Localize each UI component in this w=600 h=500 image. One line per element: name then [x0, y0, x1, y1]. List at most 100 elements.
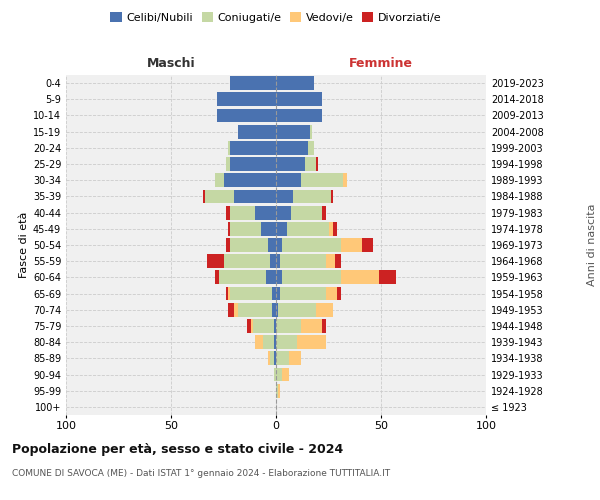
Bar [322, 319, 326, 333]
Bar [276, 286, 280, 300]
Bar [228, 303, 234, 316]
Bar [268, 352, 270, 365]
Bar [247, 319, 251, 333]
Bar [272, 303, 276, 316]
Bar [276, 125, 310, 138]
Bar [329, 222, 332, 235]
Bar [301, 174, 343, 187]
Bar [289, 352, 301, 365]
Bar [305, 157, 316, 171]
Bar [276, 270, 283, 284]
Bar [226, 238, 230, 252]
Text: Anni di nascita: Anni di nascita [587, 204, 597, 286]
Text: COMUNE DI SAVOCA (ME) - Dati ISTAT 1° gennaio 2024 - Elaborazione TUTTITALIA.IT: COMUNE DI SAVOCA (ME) - Dati ISTAT 1° ge… [12, 468, 390, 477]
Bar [226, 157, 230, 171]
Bar [322, 206, 326, 220]
Bar [308, 141, 314, 154]
Bar [332, 222, 337, 235]
Bar [223, 254, 270, 268]
Bar [276, 384, 278, 398]
Bar [280, 254, 326, 268]
Bar [293, 190, 331, 203]
Bar [276, 254, 280, 268]
Bar [283, 368, 289, 382]
Bar [335, 254, 341, 268]
Bar [230, 222, 262, 235]
Text: Femmine: Femmine [349, 57, 413, 70]
Bar [223, 174, 276, 187]
Bar [276, 76, 314, 90]
Bar [230, 157, 276, 171]
Bar [316, 303, 332, 316]
Bar [276, 336, 297, 349]
Bar [220, 270, 265, 284]
Bar [278, 303, 316, 316]
Bar [253, 319, 274, 333]
Bar [206, 254, 223, 268]
Bar [270, 352, 274, 365]
Bar [316, 157, 318, 171]
Bar [228, 286, 230, 300]
Bar [263, 336, 274, 349]
Bar [276, 303, 278, 316]
Bar [268, 238, 276, 252]
Bar [255, 206, 276, 220]
Bar [217, 92, 276, 106]
Bar [255, 336, 263, 349]
Text: Popolazione per età, sesso e stato civile - 2024: Popolazione per età, sesso e stato civil… [12, 442, 343, 456]
Bar [265, 270, 276, 284]
Bar [341, 270, 379, 284]
Bar [343, 174, 347, 187]
Bar [274, 352, 276, 365]
Bar [276, 157, 305, 171]
Bar [379, 270, 396, 284]
Bar [283, 238, 341, 252]
Bar [283, 270, 341, 284]
Bar [290, 206, 322, 220]
Bar [276, 319, 301, 333]
Bar [238, 303, 272, 316]
Bar [362, 238, 373, 252]
Bar [276, 222, 287, 235]
Bar [205, 190, 234, 203]
Bar [226, 286, 228, 300]
Bar [274, 336, 276, 349]
Bar [326, 254, 335, 268]
Bar [203, 190, 205, 203]
Bar [276, 174, 301, 187]
Bar [326, 286, 337, 300]
Bar [217, 108, 276, 122]
Bar [276, 92, 322, 106]
Bar [272, 286, 276, 300]
Bar [301, 319, 322, 333]
Bar [230, 76, 276, 90]
Bar [215, 174, 223, 187]
Bar [251, 319, 253, 333]
Bar [276, 238, 283, 252]
Bar [230, 238, 268, 252]
Bar [331, 190, 333, 203]
Bar [341, 238, 362, 252]
Bar [276, 108, 322, 122]
Bar [230, 206, 255, 220]
Y-axis label: Fasce di età: Fasce di età [19, 212, 29, 278]
Bar [238, 125, 276, 138]
Bar [276, 141, 308, 154]
Text: Maschi: Maschi [146, 57, 196, 70]
Bar [228, 222, 230, 235]
Bar [276, 368, 283, 382]
Bar [337, 286, 341, 300]
Bar [270, 254, 276, 268]
Bar [278, 384, 280, 398]
Legend: Celibi/Nubili, Coniugati/e, Vedovi/e, Divorziati/e: Celibi/Nubili, Coniugati/e, Vedovi/e, Di… [106, 8, 446, 28]
Bar [262, 222, 276, 235]
Bar [226, 206, 230, 220]
Bar [276, 352, 289, 365]
Bar [274, 319, 276, 333]
Bar [280, 286, 326, 300]
Bar [310, 125, 312, 138]
Bar [274, 368, 276, 382]
Bar [215, 270, 220, 284]
Bar [234, 303, 238, 316]
Bar [297, 336, 326, 349]
